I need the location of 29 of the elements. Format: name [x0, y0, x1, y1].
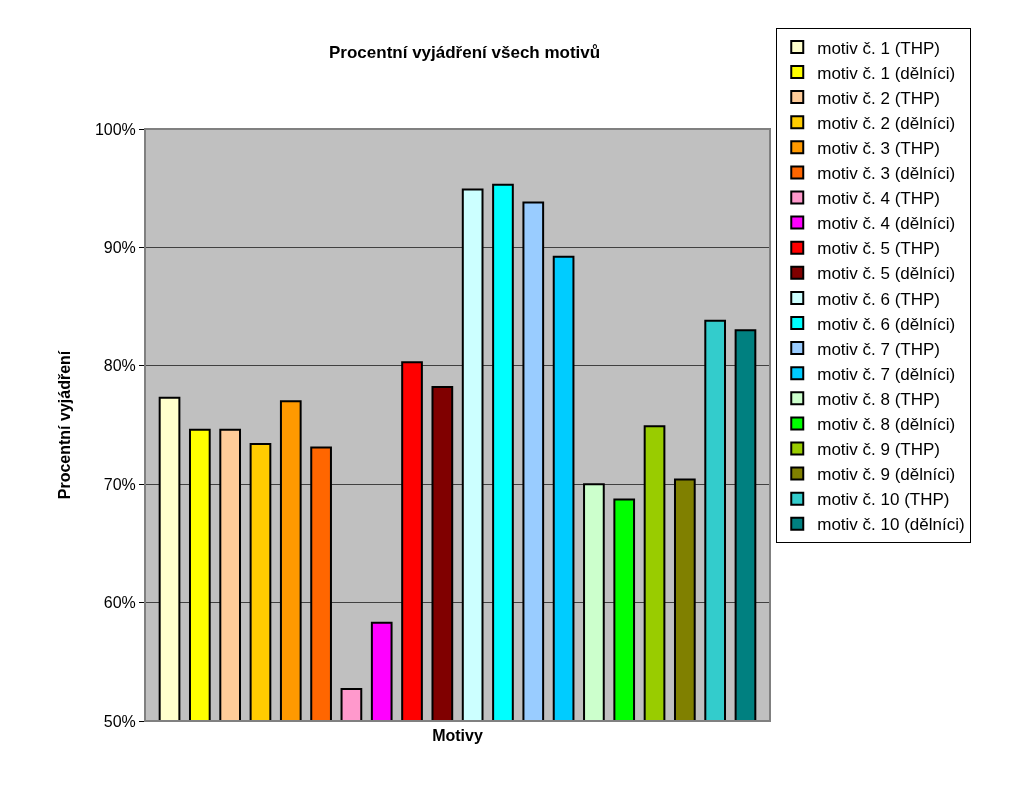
legend-label: motiv č. 9 (THP) [817, 440, 941, 460]
y-tick-label: 60% [103, 594, 136, 612]
x-axis-title: Motivy [432, 726, 483, 744]
legend-label: motiv č. 5 (THP) [817, 239, 941, 259]
y-tick-label: 70% [103, 475, 136, 493]
legend-label: motiv č. 4 (dělníci) [817, 214, 956, 234]
y-tick-label: 50% [103, 712, 136, 730]
legend-label: motiv č. 2 (dělníci) [817, 113, 956, 133]
y-tick-label: 90% [103, 239, 136, 256]
y-tick-label: 80% [103, 357, 136, 375]
legend-label: motiv č. 5 (dělníci) [817, 264, 956, 284]
y-axis-title: Procentní vyjádření [55, 350, 73, 500]
legend-label: motiv č. 6 (dělníci) [817, 314, 956, 334]
legend-label: motiv č. 7 (THP) [817, 339, 941, 359]
legend-label: motiv č. 3 (THP) [817, 138, 941, 158]
legend-label: motiv č. 2 (THP) [817, 88, 941, 108]
legend-label: motiv č. 9 (dělníci) [817, 465, 956, 485]
legend-label: motiv č. 10 (THP) [817, 490, 950, 510]
legend-label: motiv č. 4 (THP) [817, 189, 941, 209]
legend-label: motiv č. 10 (dělníci) [817, 515, 965, 535]
legend-label: motiv č. 6 (THP) [817, 289, 941, 309]
legend-label: motiv č. 3 (dělníci) [817, 164, 956, 184]
legend-label: motiv č. 1 (THP) [817, 38, 941, 58]
legend-label: motiv č. 8 (dělníci) [817, 415, 956, 435]
legend-label: motiv č. 7 (dělníci) [817, 364, 956, 384]
legend-label: motiv č. 8 (THP) [817, 389, 941, 409]
legend-label: motiv č. 1 (dělníci) [817, 63, 956, 83]
chart-title: Procentní vyjádření všech motivů [329, 42, 601, 62]
y-tick-label: 100% [94, 120, 136, 138]
